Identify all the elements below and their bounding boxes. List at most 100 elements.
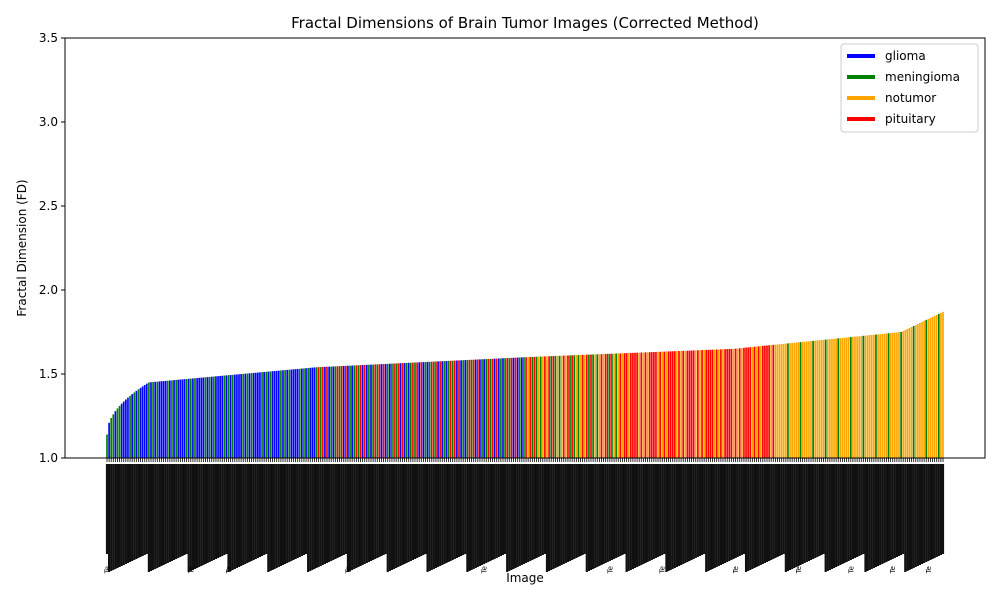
y-ticks-group: 1.0 1.5 2.0 2.5 3.0 3.5 bbox=[39, 31, 65, 465]
y-tick-label-3: 2.5 bbox=[39, 199, 58, 213]
bar-350 bbox=[839, 338, 842, 458]
bar-162 bbox=[445, 360, 448, 458]
bar-109 bbox=[334, 366, 337, 458]
bar-369 bbox=[879, 334, 881, 458]
bar-77 bbox=[267, 371, 270, 458]
bar-70 bbox=[252, 372, 255, 458]
bar-83 bbox=[280, 370, 282, 458]
bar-335 bbox=[808, 341, 810, 458]
bar-362 bbox=[864, 335, 867, 458]
bar-348 bbox=[835, 338, 837, 458]
bar-356 bbox=[852, 336, 854, 458]
bar-242 bbox=[613, 353, 615, 458]
bar-58 bbox=[227, 375, 230, 458]
bar-336 bbox=[810, 341, 812, 458]
bar-184 bbox=[491, 358, 494, 458]
bar-287 bbox=[707, 349, 710, 458]
bar-391 bbox=[925, 319, 928, 458]
x-tick-label-4: Te bbox=[481, 566, 489, 574]
bar-186 bbox=[495, 358, 498, 458]
bar-296 bbox=[726, 349, 729, 458]
bar-338 bbox=[814, 340, 817, 458]
bar-123 bbox=[363, 364, 366, 458]
bar-208 bbox=[541, 356, 544, 458]
bar-149 bbox=[418, 362, 421, 458]
bar-121 bbox=[359, 365, 362, 458]
bar-62 bbox=[236, 374, 238, 458]
y-axis-label: Fractal Dimension (FD) bbox=[15, 179, 29, 316]
bar-390 bbox=[923, 320, 925, 458]
bar-234 bbox=[596, 354, 599, 458]
bar-54 bbox=[219, 375, 221, 458]
bar-15 bbox=[137, 389, 140, 458]
bar-144 bbox=[407, 362, 410, 458]
bar-355 bbox=[849, 337, 852, 458]
bar-46 bbox=[202, 377, 205, 458]
bar-223 bbox=[573, 355, 576, 458]
bar-202 bbox=[529, 356, 532, 458]
bar-310 bbox=[755, 346, 758, 458]
bar-98 bbox=[311, 367, 314, 458]
x-tick-label-11: Te bbox=[925, 566, 933, 574]
bar-365 bbox=[870, 334, 873, 458]
bar-173 bbox=[468, 359, 471, 458]
bar-375 bbox=[891, 332, 894, 458]
bar-315 bbox=[766, 345, 768, 458]
bar-324 bbox=[785, 343, 787, 458]
bar-14 bbox=[135, 390, 138, 458]
bar-397 bbox=[937, 313, 940, 458]
bar-88 bbox=[290, 369, 293, 458]
bar-188 bbox=[500, 358, 502, 458]
bar-126 bbox=[370, 364, 372, 458]
bar-197 bbox=[518, 357, 521, 458]
y-tick-label-1: 1.5 bbox=[39, 367, 58, 381]
bar-124 bbox=[365, 364, 368, 458]
bar-116 bbox=[349, 365, 351, 458]
bar-141 bbox=[401, 363, 404, 458]
bar-278 bbox=[688, 350, 691, 458]
bar-168 bbox=[458, 360, 460, 458]
bar-291 bbox=[715, 349, 718, 458]
bar-204 bbox=[533, 356, 536, 458]
bar-210 bbox=[546, 356, 548, 458]
bar-139 bbox=[397, 363, 400, 458]
bar-351 bbox=[841, 337, 844, 458]
bar-82 bbox=[277, 370, 280, 458]
bar-145 bbox=[409, 362, 412, 458]
bar-120 bbox=[357, 365, 360, 458]
bar-357 bbox=[854, 336, 856, 458]
bar-259 bbox=[648, 352, 651, 458]
x-tick-label-5: Te bbox=[606, 566, 614, 574]
legend-box bbox=[840, 43, 979, 133]
bar-72 bbox=[257, 372, 259, 458]
bar-157 bbox=[435, 361, 437, 458]
bar-178 bbox=[479, 359, 481, 458]
bar-201 bbox=[527, 357, 529, 458]
bar-187 bbox=[497, 358, 500, 458]
bar-305 bbox=[745, 347, 747, 458]
bar-102 bbox=[319, 367, 322, 458]
bar-277 bbox=[686, 350, 689, 458]
bar-386 bbox=[914, 324, 917, 458]
bar-30 bbox=[169, 380, 171, 458]
bar-371 bbox=[883, 333, 886, 458]
bar-73 bbox=[259, 372, 261, 458]
bar-252 bbox=[634, 352, 636, 458]
bar-60 bbox=[231, 374, 234, 458]
bar-328 bbox=[793, 342, 796, 458]
x-axis-label: Image bbox=[506, 571, 544, 585]
bar-155 bbox=[430, 361, 433, 458]
bar-33 bbox=[175, 379, 177, 458]
bar-285 bbox=[703, 350, 705, 458]
bar-352 bbox=[843, 337, 846, 458]
bar-134 bbox=[386, 363, 389, 458]
bar-119 bbox=[355, 365, 358, 458]
legend-label-notumor: notumor bbox=[885, 91, 936, 105]
bar-222 bbox=[571, 355, 573, 458]
bar-322 bbox=[780, 344, 783, 458]
bar-347 bbox=[833, 338, 835, 458]
x-tick-label-3: Te bbox=[344, 566, 352, 574]
bar-237 bbox=[602, 354, 605, 458]
bar-389 bbox=[921, 321, 923, 458]
bar-261 bbox=[653, 352, 655, 458]
